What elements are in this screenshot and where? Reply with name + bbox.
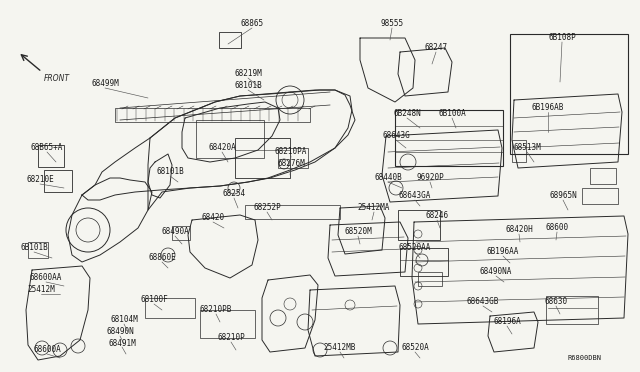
Text: 68520M: 68520M: [344, 228, 372, 237]
Bar: [245, 205, 340, 219]
Text: 6B108P: 6B108P: [548, 33, 576, 42]
Bar: [219, 32, 241, 48]
Bar: [590, 168, 616, 184]
Text: 68630: 68630: [545, 298, 568, 307]
Text: 68440B: 68440B: [374, 173, 402, 183]
Text: 68420: 68420: [202, 214, 225, 222]
Bar: [546, 296, 598, 324]
Text: 98555: 98555: [380, 19, 404, 29]
Text: 68252P: 68252P: [253, 203, 281, 212]
Text: 68101B: 68101B: [234, 81, 262, 90]
Text: 68491M: 68491M: [108, 339, 136, 347]
Text: 68104M: 68104M: [110, 315, 138, 324]
Text: 6B248N: 6B248N: [393, 109, 421, 119]
Text: 68247: 68247: [424, 44, 447, 52]
Bar: [398, 210, 440, 240]
Text: 68643G: 68643G: [382, 131, 410, 141]
Bar: [278, 148, 308, 168]
Text: 68276M: 68276M: [277, 160, 305, 169]
Text: 6B101B: 6B101B: [20, 244, 48, 253]
Bar: [38, 145, 64, 167]
Text: 68499M: 68499M: [91, 80, 119, 89]
Bar: [510, 34, 628, 154]
Text: 68600: 68600: [545, 224, 568, 232]
Text: 68210P: 68210P: [217, 334, 245, 343]
Text: 68420H: 68420H: [505, 225, 533, 234]
Text: 68965N: 68965N: [549, 192, 577, 201]
Text: 68246: 68246: [426, 212, 449, 221]
Text: 68600AA: 68600AA: [30, 273, 62, 282]
Text: 68600A: 68600A: [33, 346, 61, 355]
Bar: [200, 310, 255, 338]
Text: 68490N: 68490N: [106, 327, 134, 337]
Bar: [235, 138, 290, 178]
Text: 68490NA: 68490NA: [480, 267, 512, 276]
Text: 68219M: 68219M: [234, 70, 262, 78]
Text: 68101B: 68101B: [156, 167, 184, 176]
Text: 25412MB: 25412MB: [324, 343, 356, 353]
Text: 68420A: 68420A: [208, 144, 236, 153]
Bar: [400, 248, 448, 276]
Bar: [196, 120, 264, 158]
Text: 25412M: 25412M: [27, 285, 55, 295]
Bar: [418, 272, 442, 286]
Bar: [512, 140, 526, 162]
Text: 68860E: 68860E: [148, 253, 176, 263]
Bar: [395, 110, 503, 166]
Text: 68520A: 68520A: [401, 343, 429, 353]
Text: 25412MA: 25412MA: [358, 203, 390, 212]
Text: 68643GB: 68643GB: [467, 298, 499, 307]
Text: 68B65+A: 68B65+A: [31, 144, 63, 153]
Text: 68210PA: 68210PA: [275, 148, 307, 157]
Text: 68210E: 68210E: [26, 176, 54, 185]
Text: 68643GA: 68643GA: [399, 192, 431, 201]
Text: 6B196AB: 6B196AB: [532, 103, 564, 112]
Bar: [115, 108, 310, 122]
Text: 6B196AA: 6B196AA: [487, 247, 519, 257]
Text: 68196A: 68196A: [493, 317, 521, 327]
Text: R6800DBN: R6800DBN: [567, 355, 601, 361]
Bar: [172, 226, 190, 240]
Text: 96920P: 96920P: [416, 173, 444, 183]
Bar: [145, 298, 195, 318]
Text: 68865: 68865: [241, 19, 264, 29]
Bar: [44, 170, 72, 192]
Text: 68513M: 68513M: [513, 144, 541, 153]
Bar: [582, 188, 618, 204]
Text: 68520AA: 68520AA: [399, 244, 431, 253]
Text: 68254: 68254: [223, 189, 246, 199]
Text: 68490A: 68490A: [161, 228, 189, 237]
Text: 68210PB: 68210PB: [200, 305, 232, 314]
Text: FRONT: FRONT: [44, 74, 70, 83]
Text: 68100F: 68100F: [140, 295, 168, 305]
Text: 6B100A: 6B100A: [438, 109, 466, 119]
Bar: [28, 242, 48, 258]
